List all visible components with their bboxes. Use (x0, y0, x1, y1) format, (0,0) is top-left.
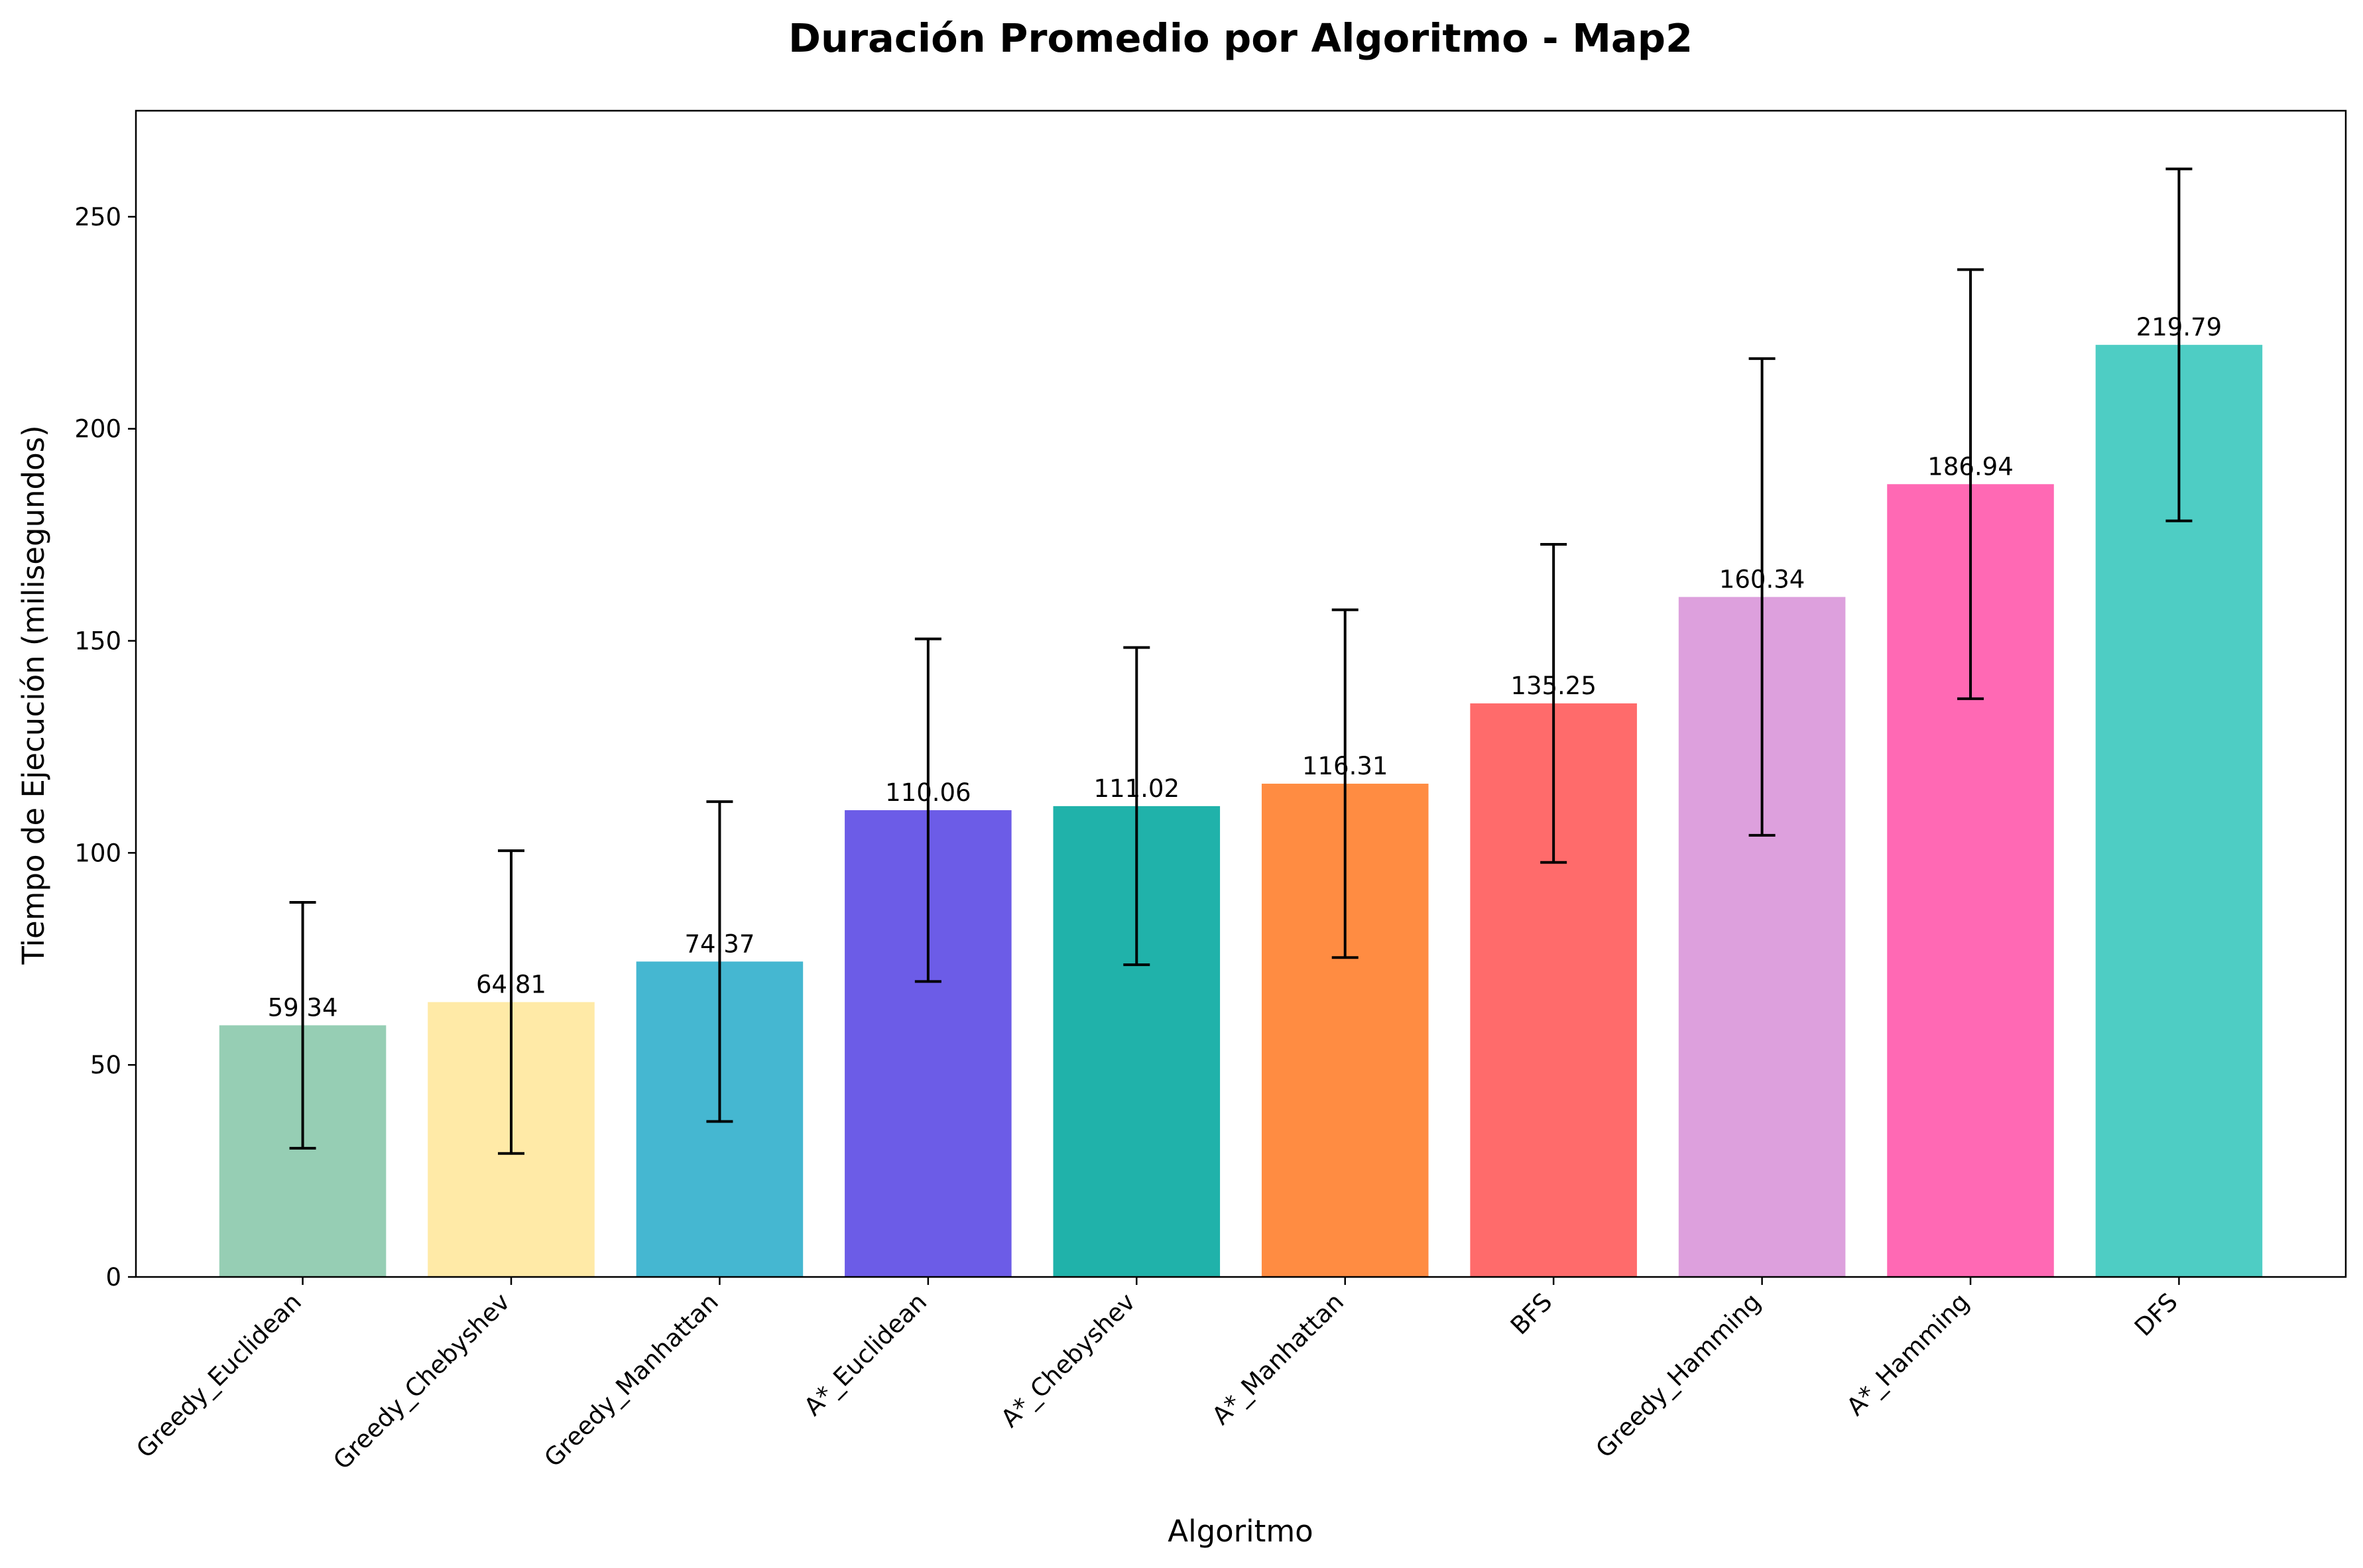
y-tick-label: 250 (74, 203, 121, 231)
data-label: 74.37 (684, 930, 755, 958)
x-tick-label: Greedy_Manhattan (539, 1288, 724, 1473)
data-label: 135.25 (1510, 672, 1596, 700)
data-label: 59.34 (268, 993, 338, 1022)
data-label: 116.31 (1302, 752, 1388, 780)
data-label: 186.94 (1927, 452, 2013, 481)
chart-title: Duración Promedio por Algoritmo - Map2 (788, 15, 1693, 61)
x-tick-label: Greedy_Hamming (1591, 1288, 1766, 1463)
data-label: 160.34 (1719, 565, 1805, 593)
y-tick-label: 50 (90, 1051, 121, 1079)
x-axis-label: Algoritmo (1168, 1514, 1313, 1549)
y-tick-label: 150 (74, 627, 121, 656)
plot-area: 59.34 64.81 74.37 110.06 111.02 116.31 135.25 1… (74, 109, 2347, 1475)
plot-frame (135, 109, 2347, 1278)
data-label: 219.79 (2136, 313, 2222, 341)
data-label: 64.81 (476, 970, 546, 998)
x-tick-label: A*_Chebyshev (995, 1288, 1140, 1433)
x-tick-label: BFS (1505, 1288, 1558, 1341)
x-tick-label: Greedy_Chebyshev (328, 1288, 515, 1475)
x-tick-label: Greedy_Euclidean (131, 1288, 307, 1464)
y-tick-label: 200 (74, 415, 121, 444)
data-label: 111.02 (1094, 774, 1180, 803)
x-tick-label: A*_Euclidean (798, 1288, 932, 1421)
y-tick-label: 0 (105, 1263, 121, 1292)
y-tick-label: 100 (74, 839, 121, 867)
y-axis-label: Tiempo de Ejecución (milisegundos) (16, 425, 51, 965)
x-tick-label: A*_Hamming (1841, 1288, 1975, 1421)
x-tick-label: A*_Manhattan (1207, 1288, 1349, 1430)
data-label: 110.06 (885, 778, 971, 807)
x-tick-label: DFS (2129, 1288, 2183, 1342)
